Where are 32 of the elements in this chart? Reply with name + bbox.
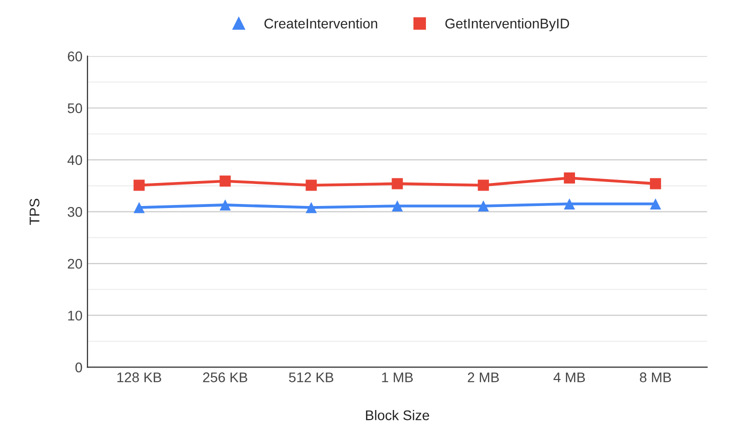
point [564, 198, 575, 210]
x-tick-label: 1 MB [382, 372, 413, 382]
y-tick-label: 60 [68, 51, 82, 62]
y-tick-label: 0 [75, 362, 82, 372]
x-tick-label: 128 KB [117, 372, 162, 382]
y-tick-label: 20 [68, 258, 82, 269]
y-axis-title: TPS [30, 198, 40, 225]
x-tick-label: 512 KB [289, 372, 334, 382]
point [134, 202, 145, 214]
point [478, 180, 489, 191]
point [392, 178, 403, 190]
x-tick-label: 8 MB [640, 372, 671, 382]
point [650, 198, 662, 210]
point [134, 180, 145, 191]
x-axis-title: Block Size [366, 410, 430, 420]
point [220, 176, 231, 187]
point [650, 178, 662, 190]
x-tick-label: 4 MB [554, 372, 585, 382]
point [564, 172, 575, 184]
point [478, 200, 489, 212]
legend-label: GetInterventionByID [445, 18, 570, 32]
legend-label: CreateIntervention [264, 18, 378, 28]
point [220, 199, 231, 210]
y-tick-label: 30 [68, 207, 82, 217]
x-tick-label: 256 KB [203, 372, 248, 382]
y-tick-label: 50 [68, 103, 82, 114]
point [306, 180, 317, 191]
point [392, 200, 403, 212]
point [306, 202, 317, 214]
x-tick-label: 2 MB [468, 372, 499, 382]
y-tick-label: 10 [68, 310, 82, 321]
y-tick-label: 40 [67, 155, 82, 166]
